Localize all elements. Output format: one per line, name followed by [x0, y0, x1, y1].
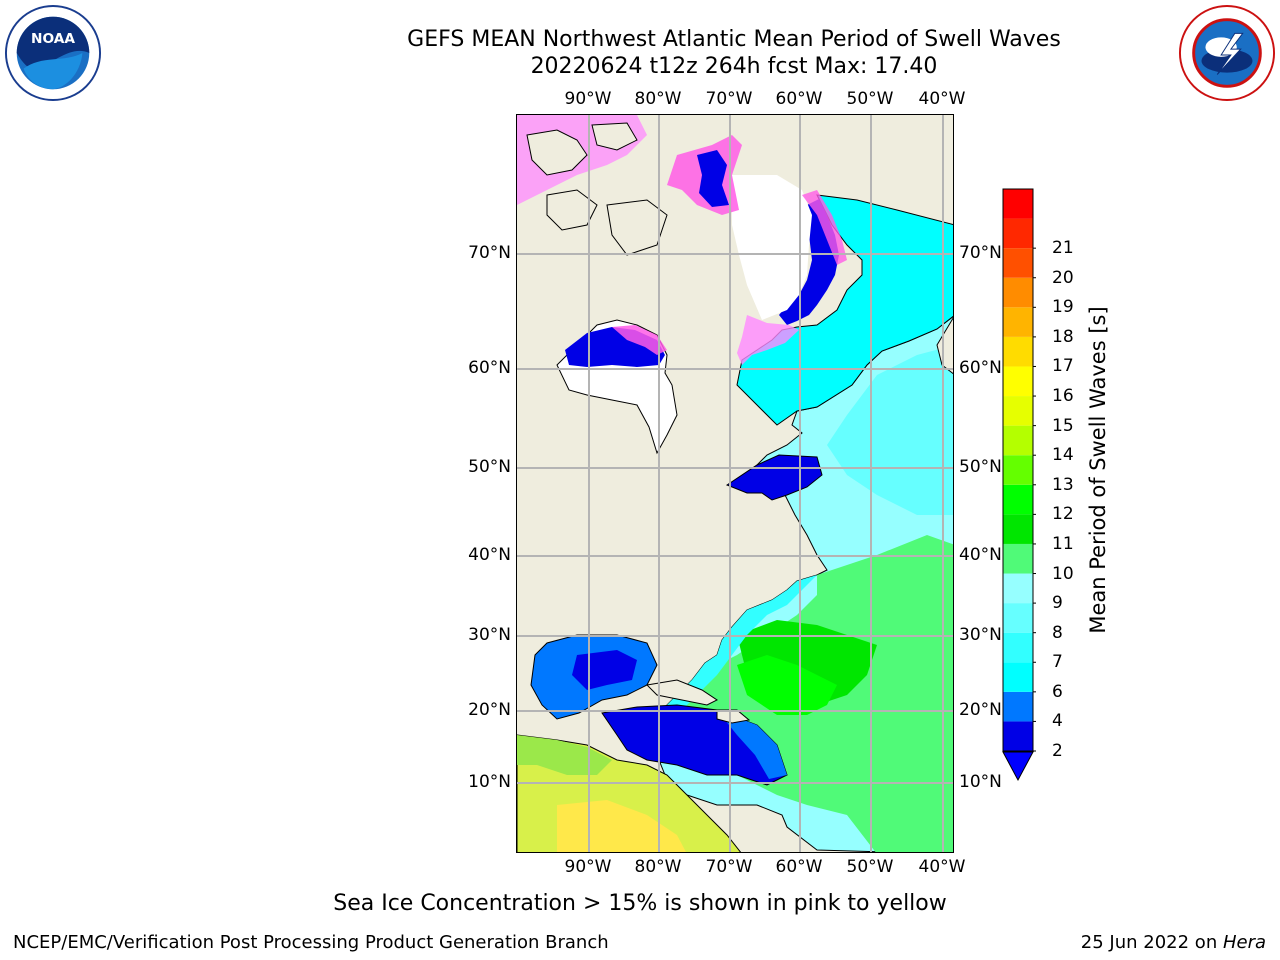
colorbar-segment [1003, 543, 1033, 574]
colorbar-tick-label: 12 [1052, 504, 1074, 525]
colorbar-tick-label: 2 [1052, 741, 1063, 761]
cyan-coastal-band [667, 575, 817, 720]
ice-free-baffin [732, 175, 812, 320]
colorbar-tick-label: 9 [1052, 593, 1063, 614]
lon-label-bottom: 70°W [705, 857, 753, 877]
colorbar-tick-label: 20 [1052, 267, 1074, 288]
footer-machine: Hera [1222, 932, 1266, 953]
graticule [517, 115, 953, 852]
footer-date-text: 25 Jun 2022 on [1080, 932, 1223, 953]
colorbar-segment [1003, 248, 1033, 278]
colorbar-tick-label: 16 [1052, 386, 1074, 407]
colorbar-border [1002, 188, 1034, 752]
colorbar-tick-label: 13 [1052, 474, 1074, 495]
colorbar-segment [1003, 189, 1033, 219]
ocean-st-lawrence [725, 454, 823, 501]
lat-label-right: 70°N [959, 243, 1002, 263]
colorbar-tick-label: 6 [1052, 681, 1063, 702]
lat-label-left: 30°N [468, 625, 511, 645]
land-greenland-tip [936, 317, 953, 375]
lat-label-left: 70°N [468, 243, 511, 263]
noaa-logo-text: NOAA [31, 31, 75, 47]
sea-ice-note: Sea Ice Concentration > 15% is shown in … [333, 891, 947, 916]
lat-label-right: 30°N [959, 625, 1002, 645]
nws-logo [1178, 4, 1276, 102]
lat-label-right: 40°N [959, 545, 1002, 565]
lat-label-right: 10°N [959, 772, 1002, 792]
lon-label-top: 90°W [564, 89, 612, 109]
colorbar-segment [1003, 484, 1033, 515]
colorbar-tick-label: 17 [1052, 356, 1074, 377]
colorbar-segment [1003, 425, 1033, 456]
lon-label-top: 50°W [846, 89, 894, 109]
lon-label-top: 60°W [775, 89, 823, 109]
lat-label-right: 50°N [959, 457, 1002, 477]
chart-subtitle: 20220624 t12z 264h fcst Max: 17.40 [530, 54, 938, 79]
colorbar-label: Mean Period of Swell Waves [s] [1086, 306, 1110, 634]
colorbar-extend-triangle [1002, 751, 1034, 782]
lat-label-left: 40°N [468, 545, 511, 565]
colorbar-segment [1003, 662, 1033, 692]
colorbar-segment [1003, 336, 1033, 367]
map-panel[interactable] [516, 114, 954, 853]
colorbar-segment [1003, 603, 1033, 633]
colorbar-segment [1003, 218, 1033, 249]
lon-label-bottom: 90°W [564, 857, 612, 877]
sea-ice-core [697, 150, 729, 207]
colorbar-segment [1003, 514, 1033, 544]
noaa-logo: NOAA [4, 4, 102, 102]
colorbar-segment [1003, 632, 1033, 663]
land-arctic-islands [526, 122, 668, 256]
colorbar-segment [1003, 573, 1033, 604]
colorbar-tick-label: 4 [1052, 711, 1063, 732]
colorbar-segment [1003, 307, 1033, 337]
colorbar-tick-label: 21 [1052, 238, 1074, 259]
lat-label-right: 60°N [959, 358, 1002, 378]
lat-label-right: 20°N [959, 700, 1002, 720]
colorbar-tick-label: 7 [1052, 652, 1063, 673]
colorbar-segment [1003, 691, 1033, 722]
colorbar-tick-label: 11 [1052, 533, 1074, 554]
colorbar-tick-label: 8 [1052, 622, 1063, 643]
lon-label-top: 40°W [918, 89, 966, 109]
colorbar-tick-label: 18 [1052, 326, 1074, 347]
lat-label-left: 10°N [468, 772, 511, 792]
green-swell-core [737, 655, 837, 715]
map-svg [517, 115, 953, 852]
colorbar-segment [1003, 721, 1033, 751]
ocean-caribbean-edge [717, 710, 787, 779]
light-cyan-east [827, 345, 953, 515]
lon-label-bottom: 60°W [775, 857, 823, 877]
colorbar-tick-label: 14 [1052, 445, 1074, 466]
colorbar [1002, 188, 1036, 782]
lon-label-bottom: 50°W [846, 857, 894, 877]
colorbar-tick-label: 15 [1052, 415, 1074, 436]
lat-label-left: 60°N [468, 358, 511, 378]
chart-title: GEFS MEAN Northwest Atlantic Mean Period… [407, 27, 1061, 52]
sea-ice-hudson-edge [612, 325, 667, 355]
lat-label-left: 50°N [468, 457, 511, 477]
lon-label-bottom: 40°W [918, 857, 966, 877]
lat-label-left: 20°N [468, 700, 511, 720]
colorbar-segment [1003, 277, 1033, 308]
colorbar-segment [1003, 366, 1033, 397]
footer-credit: NCEP/EMC/Verification Post Processing Pr… [13, 932, 609, 953]
ocean-labrador [736, 194, 953, 426]
lon-label-top: 80°W [634, 89, 682, 109]
colorbar-tick-label: 10 [1052, 563, 1074, 584]
sea-ice-margin [737, 315, 799, 365]
colorbar-segment [1003, 455, 1033, 485]
colorbar-segment [1003, 396, 1033, 426]
lon-label-bottom: 80°W [634, 857, 682, 877]
land-cuba [645, 679, 718, 706]
colorbar-tick-label: 19 [1052, 297, 1074, 318]
footer-date: 25 Jun 2022 on Hera [1081, 932, 1266, 953]
lon-label-top: 70°W [705, 89, 753, 109]
sea-ice-labrador [802, 190, 847, 265]
